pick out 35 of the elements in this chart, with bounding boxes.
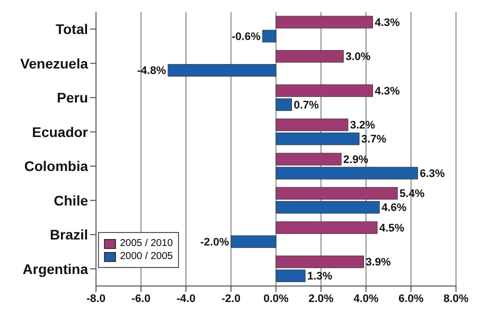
data-label: 4.5%: [379, 222, 405, 234]
x-tick-label: 4.0%: [353, 292, 379, 305]
legend-label: 2005 / 2010: [120, 238, 173, 249]
data-label: 3.2%: [350, 120, 376, 132]
x-tick-label: -8.0: [86, 292, 106, 305]
x-tick-label: 2.0%: [308, 292, 334, 305]
data-label: 5.4%: [400, 188, 425, 200]
y-tick-label: Ecuador: [32, 124, 89, 140]
data-label: 6.3%: [420, 168, 446, 180]
data-label: 3.7%: [361, 134, 387, 146]
data-label: 4.6%: [382, 202, 407, 214]
data-label: 4.3%: [374, 85, 400, 98]
data-label: 3.0%: [346, 51, 371, 64]
data-label: -2.0%: [200, 236, 230, 248]
y-tick-label: Brazil: [50, 226, 88, 243]
data-label: 4.3%: [374, 16, 400, 29]
x-tick-label: 6.0%: [398, 292, 424, 305]
x-tick-label: -6.0: [132, 292, 150, 305]
data-label: 3.9%: [366, 256, 392, 269]
data-label: -4.8%: [137, 65, 166, 78]
y-tick-label: Total: [56, 21, 88, 38]
data-label: -0.6%: [232, 30, 261, 43]
data-label: 1.3%: [307, 270, 333, 283]
y-tick-label: Argentina: [22, 260, 88, 277]
y-tick-label: Colombia: [24, 158, 88, 174]
x-tick-label: -2.0: [222, 292, 240, 305]
data-label: 2.9%: [343, 154, 369, 166]
x-tick-label: 8.0%: [443, 292, 469, 305]
legend-label: 2000 / 2005: [120, 251, 173, 262]
y-tick-label: Peru: [56, 90, 88, 106]
x-tick-label: 0.0%: [263, 292, 289, 305]
y-tick-label: Chile: [54, 192, 88, 208]
y-tick-label: Venezuela: [20, 55, 88, 72]
data-label: 0.7%: [294, 99, 320, 112]
x-tick-label: -4.0: [176, 292, 196, 305]
